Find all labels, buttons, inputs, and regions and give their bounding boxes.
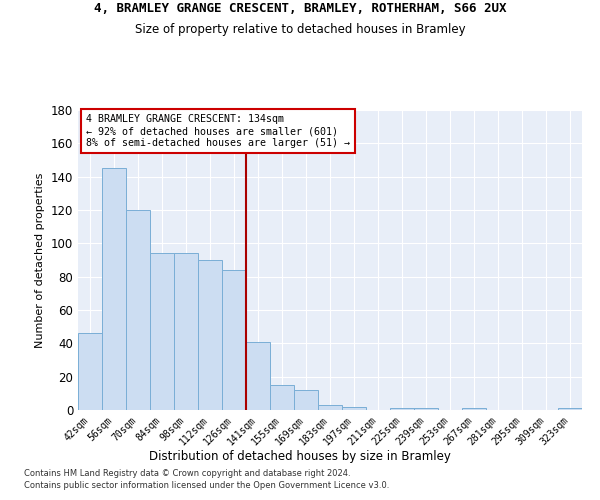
Bar xyxy=(102,168,126,410)
Text: Contains public sector information licensed under the Open Government Licence v3: Contains public sector information licen… xyxy=(24,481,389,490)
Bar xyxy=(198,260,222,410)
Bar xyxy=(342,406,366,410)
Bar xyxy=(126,210,150,410)
Bar xyxy=(246,342,270,410)
Text: Distribution of detached houses by size in Bramley: Distribution of detached houses by size … xyxy=(149,450,451,463)
Text: 4, BRAMLEY GRANGE CRESCENT, BRAMLEY, ROTHERHAM, S66 2UX: 4, BRAMLEY GRANGE CRESCENT, BRAMLEY, ROT… xyxy=(94,2,506,16)
Bar xyxy=(270,385,294,410)
Y-axis label: Number of detached properties: Number of detached properties xyxy=(35,172,45,348)
Bar xyxy=(318,405,342,410)
Bar xyxy=(414,408,438,410)
Text: 4 BRAMLEY GRANGE CRESCENT: 134sqm
← 92% of detached houses are smaller (601)
8% : 4 BRAMLEY GRANGE CRESCENT: 134sqm ← 92% … xyxy=(86,114,350,148)
Bar xyxy=(174,254,198,410)
Text: Size of property relative to detached houses in Bramley: Size of property relative to detached ho… xyxy=(134,22,466,36)
Text: Contains HM Land Registry data © Crown copyright and database right 2024.: Contains HM Land Registry data © Crown c… xyxy=(24,468,350,477)
Bar xyxy=(390,408,414,410)
Bar xyxy=(222,270,246,410)
Bar xyxy=(78,334,102,410)
Bar xyxy=(294,390,318,410)
Bar xyxy=(150,254,174,410)
Bar xyxy=(462,408,486,410)
Bar xyxy=(558,408,582,410)
